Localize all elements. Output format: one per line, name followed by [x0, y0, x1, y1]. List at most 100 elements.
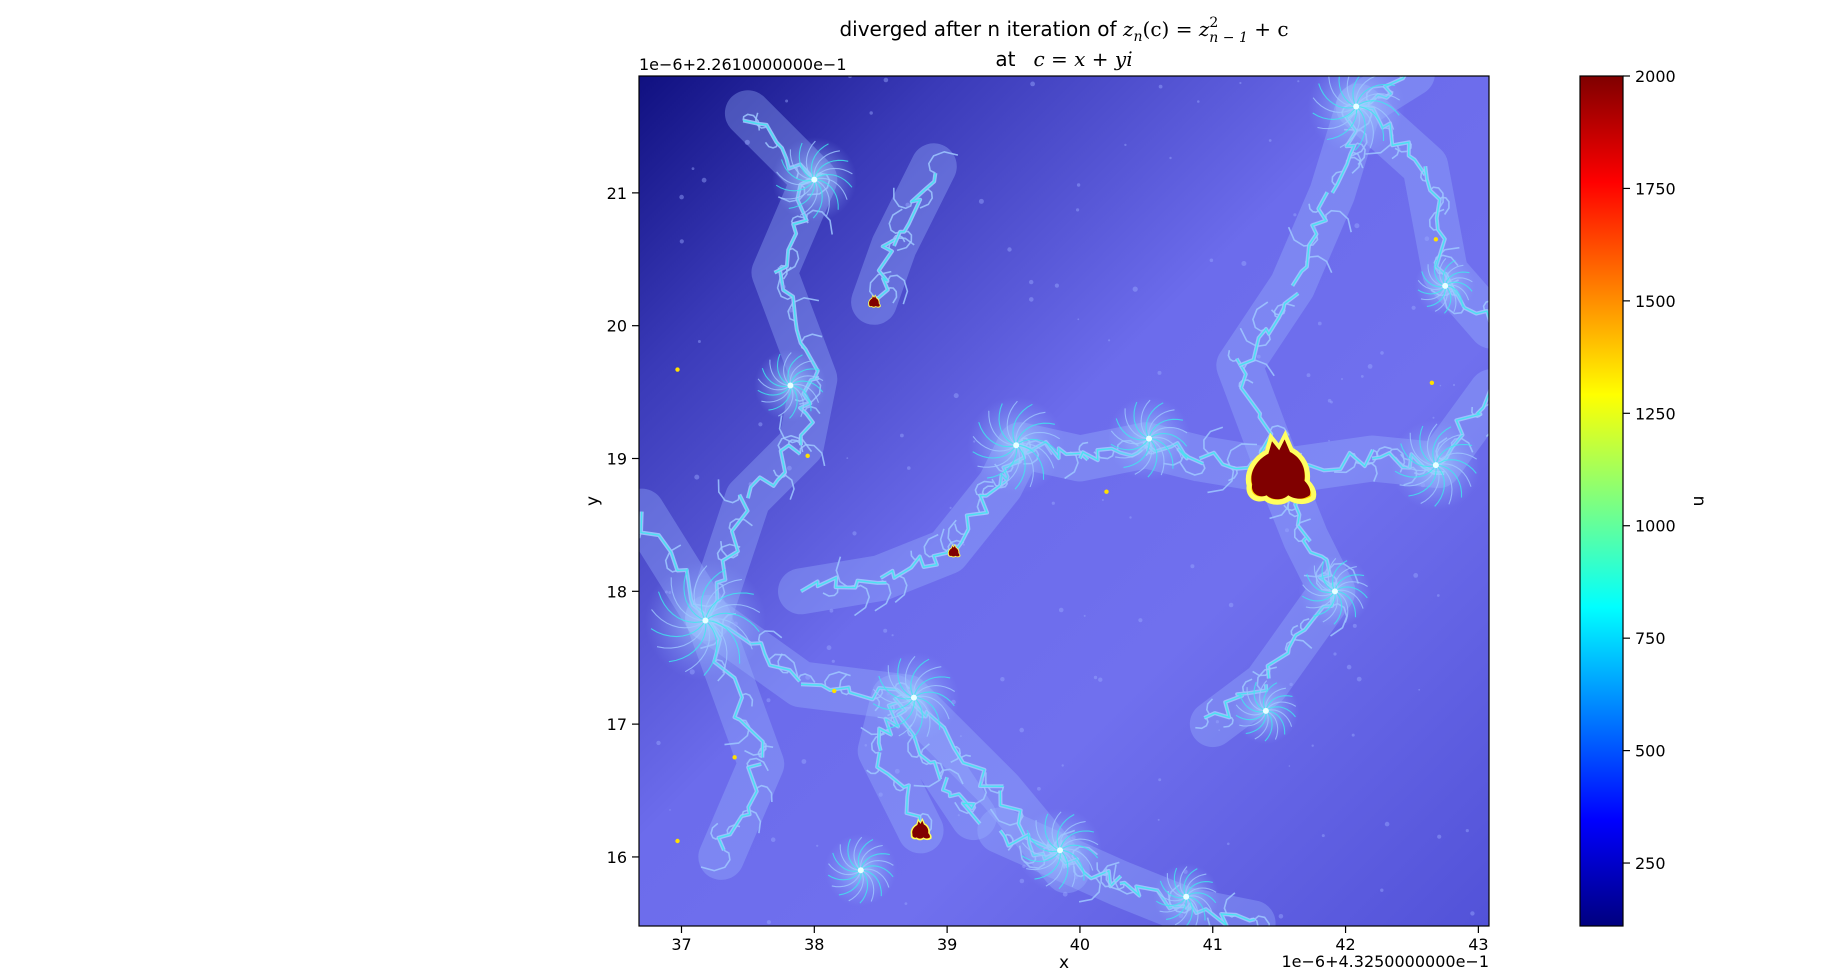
spiral-arm	[1419, 425, 1437, 466]
spiral-arm	[910, 658, 930, 698]
spiral-arm	[1326, 106, 1358, 141]
dust	[959, 735, 962, 738]
spiral-arm	[1318, 83, 1357, 109]
dust	[1285, 528, 1289, 533]
spiral-arm	[704, 603, 761, 621]
spiral-arm	[1444, 271, 1470, 286]
spiral-arm	[789, 149, 815, 181]
filament-core	[800, 576, 887, 592]
filament-branch	[984, 772, 1005, 794]
spiral-arm	[913, 684, 955, 698]
filament-branch	[1325, 209, 1352, 233]
filament-branch	[950, 745, 962, 764]
dust	[1190, 564, 1195, 569]
spiral-arm	[999, 444, 1021, 487]
dust	[1071, 835, 1076, 840]
spiral-arm	[813, 173, 853, 188]
spiral-arm	[1012, 403, 1033, 446]
filament-branch	[784, 247, 800, 273]
spiral-arm	[1110, 430, 1150, 445]
dust	[770, 837, 776, 842]
dust	[1158, 84, 1163, 89]
dust	[1327, 398, 1332, 403]
dust	[1093, 675, 1098, 680]
spiral-arm	[1334, 590, 1357, 618]
spiral-arm	[1016, 444, 1045, 480]
dust	[973, 440, 976, 443]
spiral-arm	[1333, 590, 1343, 625]
spiral-arm	[768, 385, 792, 411]
spiral-arm	[1420, 285, 1446, 301]
colorbar-ticks: 250 500 750 1000 1250 1500 1750 2000	[1623, 67, 1676, 873]
chart-title-line2: at c = x + yi	[995, 47, 1132, 71]
spiral-arm	[1435, 443, 1473, 466]
spiral-arm	[1015, 411, 1046, 446]
filament-branch	[918, 812, 933, 838]
dust	[1124, 143, 1127, 147]
spiral-arm	[1322, 591, 1338, 623]
spiral-arm	[1443, 285, 1452, 314]
minibrot-interior	[912, 820, 930, 839]
dust	[1022, 864, 1026, 868]
dust	[1333, 652, 1337, 656]
spiral-arm	[810, 143, 829, 180]
spiral-arm	[1265, 710, 1279, 740]
spiral-arm	[1394, 464, 1437, 478]
dust	[1157, 370, 1162, 375]
filament-branch	[893, 187, 913, 210]
colorbar-tick-label: 750	[1635, 629, 1666, 648]
spiral-arm	[1421, 271, 1446, 288]
spiral-arm	[789, 368, 820, 386]
spiral-arm	[887, 665, 914, 699]
filament-branch	[896, 230, 913, 252]
filament-core	[717, 763, 762, 851]
filament-branch	[777, 653, 791, 674]
spiral-arm	[859, 844, 883, 871]
spiral-arm	[703, 620, 718, 676]
heatmap-plot-area	[638, 75, 1490, 927]
spiral-center	[1262, 707, 1269, 714]
filament-branch	[887, 286, 898, 304]
spiral-arm	[1134, 438, 1153, 475]
spiral-arm	[814, 179, 830, 217]
spiral-arm	[1265, 687, 1286, 711]
filament-branch	[1404, 76, 1406, 77]
spiral-arm	[1185, 896, 1193, 926]
dust	[949, 506, 952, 509]
spiral-arm	[1159, 880, 1187, 899]
spiral-center	[811, 176, 818, 183]
dust	[805, 674, 811, 680]
x-axis: 37 38 39 40 41 42 43	[671, 926, 1489, 954]
spiral-arm	[1185, 873, 1207, 897]
spiral-arm	[886, 697, 915, 729]
spiral-arm	[693, 565, 708, 621]
colorbar: 250 500 750 1000 1250 1500 1750 2000	[1579, 67, 1676, 927]
dust	[1051, 501, 1055, 505]
dust	[1346, 664, 1352, 670]
spiral-arm	[1432, 426, 1452, 466]
spiral-arm	[1140, 399, 1151, 439]
spiral-arm	[912, 697, 923, 740]
dust	[1306, 373, 1311, 378]
spiral-arm	[1185, 896, 1199, 926]
filament-branch	[639, 532, 642, 539]
spiral-arm	[1239, 694, 1267, 713]
spiral-arm	[1058, 849, 1069, 890]
dust	[1420, 482, 1426, 488]
spiral-center	[1057, 847, 1064, 854]
colorbar-tick-label: 1000	[1635, 517, 1676, 536]
spiral-arm	[1435, 463, 1472, 487]
dust	[701, 177, 707, 183]
spiral-arm	[1417, 279, 1446, 291]
spiral-arm	[790, 384, 812, 412]
spiral-arm	[1355, 100, 1400, 116]
spiral-arm	[1186, 895, 1213, 913]
spiral-arm	[986, 445, 1018, 479]
dust	[1019, 727, 1024, 733]
dust	[1380, 351, 1384, 355]
dust	[801, 759, 807, 764]
y-offset-label: 1e−6+2.2610000000e−1	[639, 55, 847, 74]
filament-branch	[989, 808, 1024, 827]
dust	[1288, 765, 1291, 767]
